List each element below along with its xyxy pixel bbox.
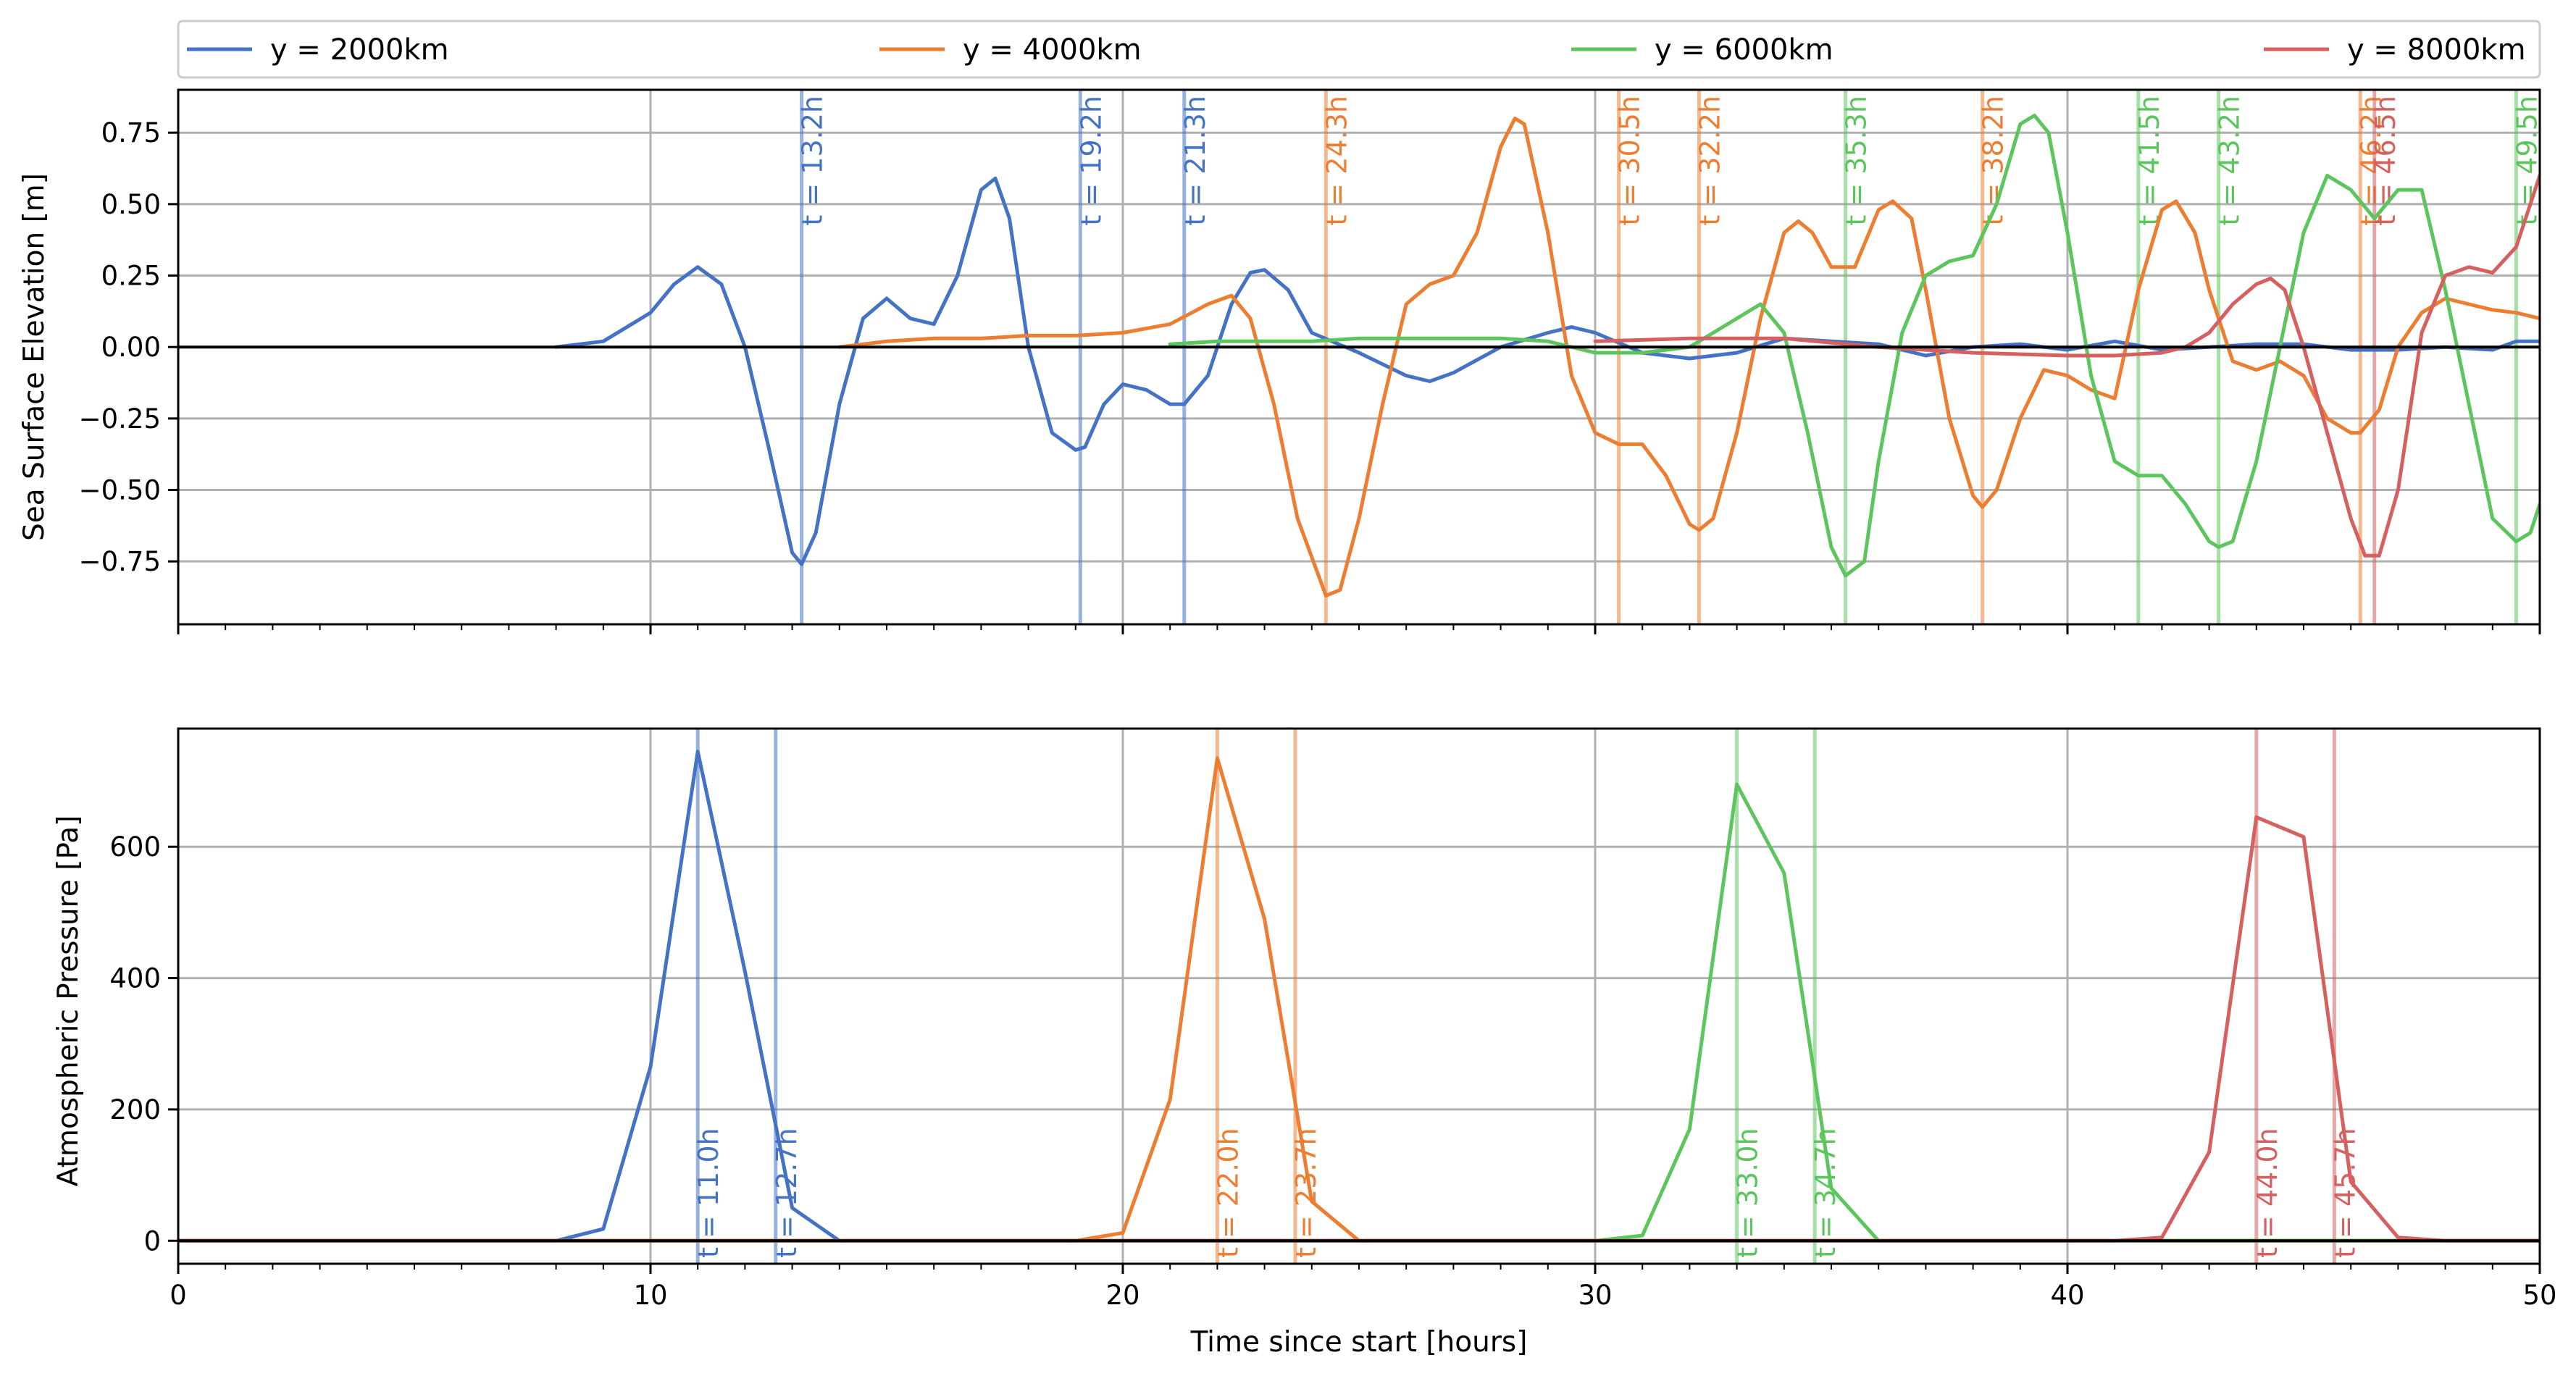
pressure-x-tick-label: 20 [1105,1280,1139,1311]
sea-surface-event-label-t-21-3h: t = 21.3h [1179,96,1211,226]
pressure-x-tick-label: 0 [170,1280,187,1311]
pressure-x-tick-label: 40 [2050,1280,2084,1311]
sea-surface-y-tick-label: 0.50 [101,189,161,220]
legend-frame [178,21,2540,77]
sea-surface-event-label-t-43-2h: t = 43.2h [2214,96,2246,226]
sea-surface-event-label-t-13-2h: t = 13.2h [797,96,829,226]
pressure-x-tick-label: 30 [1578,1280,1612,1311]
sea-surface-event-label-t-35-3h: t = 35.3h [1841,96,1873,226]
sea-surface-event-label-t-41-5h: t = 41.5h [2133,96,2165,226]
legend-label-y-2000km: y = 2000km [270,33,449,67]
pressure-event-label-t-44-0h: t = 44.0h [2251,1128,2283,1258]
pressure-event-label-t-11-0h: t = 11.0h [693,1128,724,1258]
sea-surface-y-axis-label: Sea Surface Elevation [m] [18,173,51,541]
pressure-y-tick-label: 0 [143,1225,161,1257]
sea-surface-event-label-t-38-2h: t = 38.2h [1978,96,2010,226]
sea-surface-event-label-t-32-2h: t = 32.2h [1694,96,1726,226]
legend-label-y-4000km: y = 4000km [963,33,1142,67]
pressure-event-label-t-22-0h: t = 22.0h [1212,1128,1244,1258]
pressure-event-label-t-33-0h: t = 33.0h [1732,1128,1764,1258]
sea-surface-y-tick-label: 0.75 [101,117,161,148]
pressure-event-label-t-23-7h: t = 23.7h [1290,1128,1322,1258]
pressure-y-tick-label: 600 [109,831,161,863]
sea-surface-event-label-t-19-2h: t = 19.2h [1075,96,1107,226]
pressure-event-label-t-12-7h: t = 12.7h [771,1128,803,1258]
sea-surface-y-tick-label: −0.25 [79,403,161,435]
sea-surface-y-tick-label: 0.25 [101,261,161,292]
sea-surface-event-label-t-30-5h: t = 30.5h [1614,96,1646,226]
sea-surface-event-label-t-24-3h: t = 24.3h [1321,96,1352,226]
sea-surface-y-tick-label: 0.00 [101,332,161,363]
legend-label-y-6000km: y = 6000km [1655,33,1833,67]
pressure-y-axis-label: Atmospheric Pressure [Pa] [52,815,85,1187]
pressure-x-tick-label: 10 [633,1280,667,1311]
legend-label-y-8000km: y = 8000km [2347,33,2526,67]
sea-surface-event-label-t-49-5h: t = 49.5h [2511,96,2543,226]
pressure-y-tick-label: 400 [109,963,161,994]
time-x-axis-label: Time since start [hours] [1190,1326,1528,1359]
sea-surface-y-tick-label: −0.75 [79,546,161,577]
legend: y = 2000km y = 4000km y = 6000km y = 8000km [178,21,2540,77]
pressure-x-tick-label: 50 [2522,1280,2556,1311]
sea-surface-y-tick-label: −0.50 [79,475,161,506]
pressure-y-tick-label: 200 [109,1094,161,1125]
